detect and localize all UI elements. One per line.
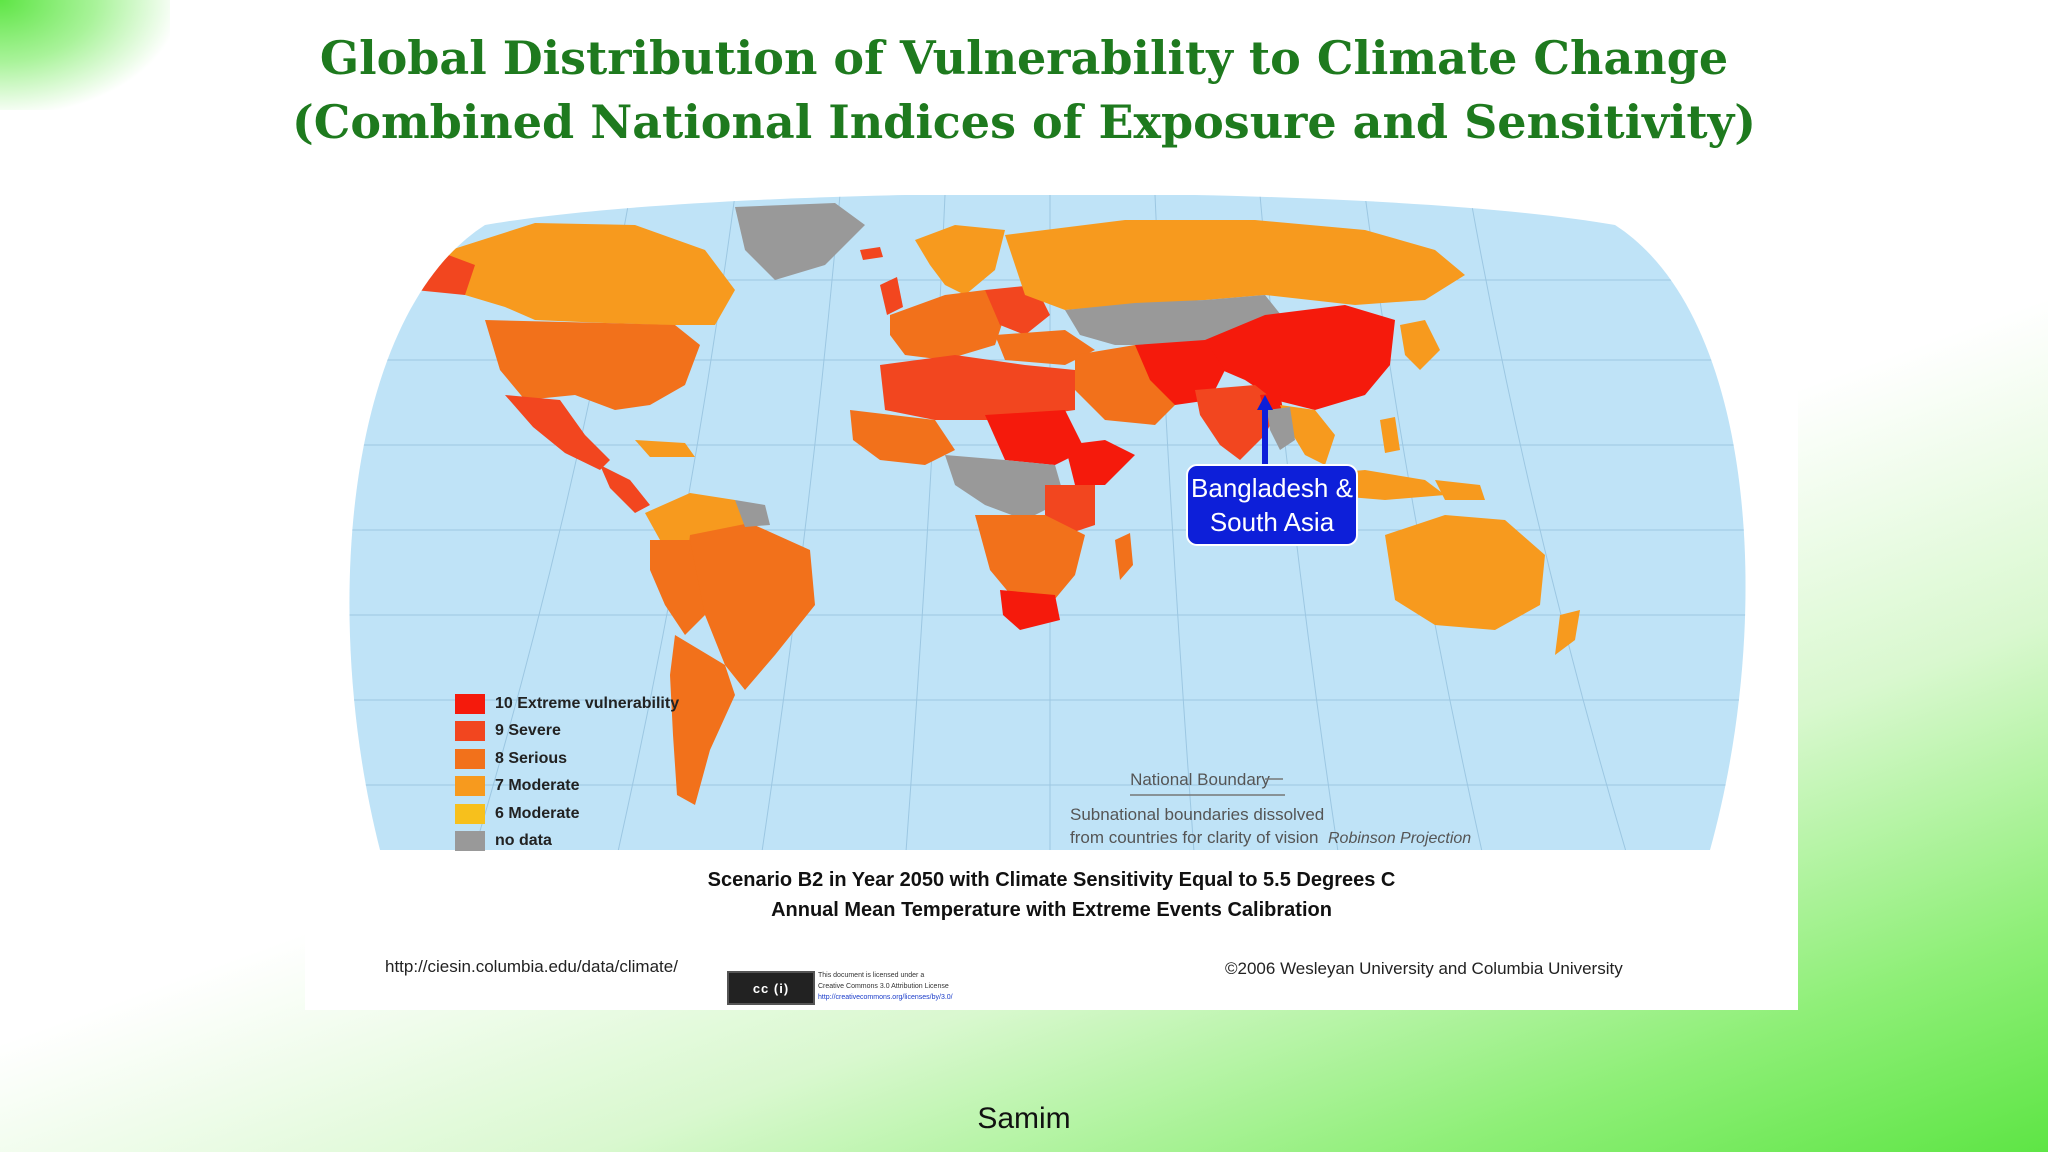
north-africa (880, 355, 1075, 420)
creative-commons-icon: cc (i) (727, 971, 815, 1005)
russia (1005, 220, 1465, 310)
legend-label: 7 Moderate (495, 777, 580, 795)
south-africa (1000, 590, 1060, 630)
legend-label: 10 Extreme vulnerability (495, 694, 680, 712)
central-africa (945, 455, 1065, 520)
peru-bolivia (650, 540, 705, 635)
madagascar (1115, 533, 1133, 580)
west-africa (850, 410, 955, 465)
iran-afghanistan-pakistan (1135, 340, 1225, 405)
legend-label: 9 Severe (495, 722, 561, 740)
legend-item: 6 Moderate (455, 800, 679, 828)
scandinavia (915, 225, 1005, 295)
legend-label: 6 Moderate (495, 804, 580, 822)
legend-swatch (455, 748, 485, 769)
legend-item: 7 Moderate (455, 773, 679, 801)
legend-item: no data (455, 828, 679, 856)
license-link: http://creativecommons.org/licenses/by/3… (818, 994, 953, 1001)
korea-japan (1400, 320, 1440, 370)
australia (1385, 515, 1545, 630)
china (1205, 305, 1395, 410)
india (1195, 385, 1280, 460)
callout-text-line-1: Bangladesh & (1191, 473, 1353, 503)
legend-swatch (455, 803, 485, 824)
legend-swatch (455, 831, 485, 852)
horn-of-africa (1065, 440, 1135, 485)
callout-text-line-2: South Asia (1210, 507, 1335, 537)
brazil (685, 523, 815, 690)
southeast-asia (1280, 405, 1335, 465)
caption-line-1: Scenario B2 in Year 2050 with Climate Se… (707, 869, 1396, 891)
new-zealand (1555, 610, 1580, 655)
philippines (1380, 417, 1400, 453)
subnational-note-line-2: from countries for clarity of vision (1070, 828, 1318, 847)
southern-africa (975, 515, 1085, 605)
slide-title: Global Distribution of Vulnerability to … (0, 26, 2048, 154)
new-guinea (1435, 480, 1485, 500)
caribbean (635, 440, 695, 457)
mexico (505, 395, 610, 470)
title-line-1: Global Distribution of Vulnerability to … (319, 31, 1729, 85)
license-note-line-2: Creative Commons 3.0 Attribution License (818, 983, 949, 990)
legend-swatch (455, 693, 485, 714)
map-panel: Bangladesh & South Asia National Boundar… (305, 195, 1798, 1010)
myanmar (1267, 407, 1295, 450)
legend-swatch (455, 721, 485, 742)
license-note: This document is licensed under a Creati… (818, 970, 1018, 1003)
title-line-2: (Combined National Indices of Exposure a… (291, 95, 1757, 149)
guianas (735, 500, 770, 527)
projection-label: Robinson Projection (1328, 830, 1471, 847)
sahel-sudan (985, 410, 1085, 465)
world-map: Bangladesh & South Asia National Boundar… (349, 195, 1746, 850)
source-url: http://ciesin.columbia.edu/data/climate/ (385, 957, 678, 976)
argentina-chile (670, 635, 735, 805)
legend-item: 9 Severe (455, 718, 679, 746)
legend-label: 8 Serious (495, 749, 568, 767)
author-name: Samim (977, 1102, 1071, 1135)
canada (435, 223, 735, 325)
legend-label: no data (495, 832, 552, 850)
scenario-caption: Scenario B2 in Year 2050 with Climate Se… (305, 865, 1798, 925)
western-europe (890, 290, 1005, 360)
legend-item: 8 Serious (455, 745, 679, 773)
usa (485, 320, 700, 410)
central-america (600, 465, 650, 513)
legend-item: 10 Extreme vulnerability (455, 690, 679, 718)
callout-box (1186, 464, 1358, 546)
greenland (735, 203, 865, 280)
subnational-note-line-1: Subnational boundaries dissolved (1070, 805, 1324, 824)
iceland (860, 247, 883, 260)
license-note-line-1: This document is licensed under a (818, 972, 925, 979)
national-boundary-label: National Boundary (1130, 770, 1270, 789)
callout-arrow-head (1257, 395, 1273, 410)
legend-swatch (455, 776, 485, 797)
caption-line-2: Annual Mean Temperature with Extreme Eve… (771, 899, 1332, 921)
corner-decoration (0, 0, 170, 110)
copyright-text: ©2006 Wesleyan University and Columbia U… (1225, 959, 1623, 978)
uk (880, 277, 903, 315)
legend: 10 Extreme vulnerability 9 Severe 8 Seri… (455, 690, 679, 855)
balkans-turkey (995, 330, 1095, 365)
